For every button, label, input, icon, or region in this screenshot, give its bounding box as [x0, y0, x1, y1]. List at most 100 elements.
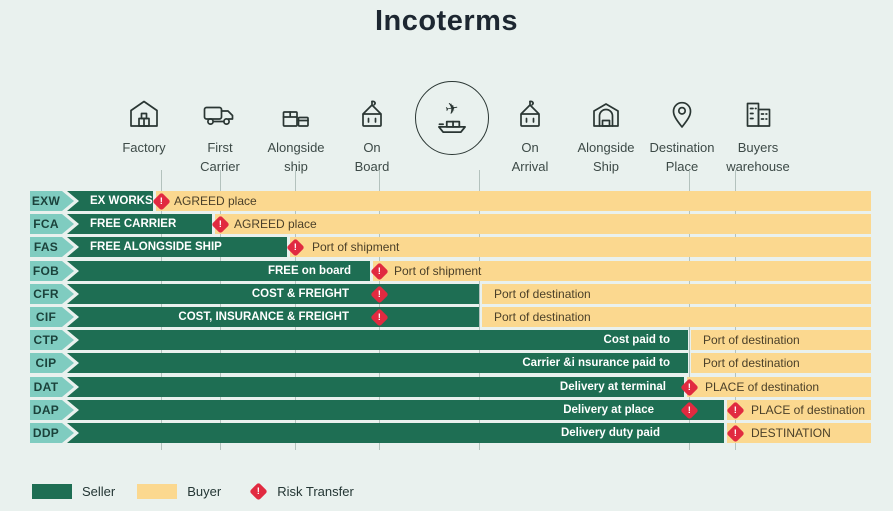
- seller-label: COST & FREIGHT: [251, 288, 349, 300]
- incoterm-code: DAP: [32, 403, 60, 417]
- transport-circle: ✈: [415, 81, 489, 155]
- buyer-label: Port of destination: [494, 287, 591, 301]
- incoterm-row-dap: DAP Delivery at place PLACE of destination…: [0, 400, 893, 420]
- truck-icon: [200, 94, 240, 134]
- seller-label: Delivery duty paid: [560, 427, 660, 439]
- transit-column: Alongside ship: [246, 94, 346, 177]
- transit-column: Destination Place: [632, 94, 732, 177]
- buyer-bar: [482, 284, 871, 304]
- incoterm-code-chip: DAT: [30, 377, 74, 397]
- incoterm-code-chip: DDP: [30, 423, 74, 443]
- seller-bar: [67, 237, 287, 257]
- seller-label: Delivery at terminal: [559, 381, 666, 393]
- column-label: Alongside Ship: [577, 140, 635, 174]
- warehouse-icon: [586, 94, 626, 134]
- seller-label: FREE ALONGSIDE SHIP: [90, 241, 222, 253]
- buyer-label: PLACE of destination: [751, 403, 866, 417]
- column-label: Alongside ship: [267, 140, 325, 174]
- crane-container-icon: [352, 94, 392, 134]
- boundary-gridline: [479, 170, 480, 450]
- seller-label: Cost paid to: [603, 334, 670, 346]
- buyer-label: Port of shipment: [394, 264, 482, 278]
- seller-bar: [67, 400, 724, 420]
- legend-buyer-label: Buyer: [187, 483, 222, 499]
- incoterm-code: FCA: [33, 217, 59, 231]
- incoterm-code: CIP: [35, 356, 57, 370]
- transit-column: First Carrier: [170, 94, 270, 177]
- incoterm-row-fob: FOB FREE on board Port of shipment!: [0, 261, 893, 281]
- column-label: Buyers warehouse: [726, 140, 790, 174]
- seller-bar: [67, 214, 212, 234]
- buyer-bar: [727, 400, 871, 420]
- risk-transfer-icon: !: [249, 481, 268, 501]
- seller-label: Delivery at place: [563, 404, 654, 416]
- incoterm-row-cip: CIP Carrier &i nsurance paid to Port of de…: [0, 353, 893, 373]
- buyer-label: Port of destination: [703, 333, 800, 347]
- buildings-icon: [738, 94, 778, 134]
- incoterm-code-chip: CIP: [30, 353, 74, 373]
- buyer-bar: [691, 353, 871, 373]
- buyer-label: AGREED place: [174, 194, 257, 208]
- column-label: Factory: [122, 140, 166, 155]
- seller-bar: [67, 191, 153, 211]
- incoterm-code: FAS: [33, 240, 59, 254]
- crane-container-icon: [510, 94, 550, 134]
- transit-column: On Arrival: [480, 94, 580, 177]
- buyer-bar: [691, 330, 871, 350]
- seller-label: FREE CARRIER: [90, 218, 177, 230]
- incoterm-code-chip: FAS: [30, 237, 74, 257]
- buyer-label: AGREED place: [234, 217, 317, 231]
- location-pin-icon: [662, 94, 702, 134]
- buyer-bar: [727, 423, 871, 443]
- incoterm-code: FOB: [32, 264, 60, 278]
- legend: Seller Buyer ! Risk Transfer: [32, 481, 354, 501]
- incoterm-row-fca: FCA FREE CARRIER AGREED place!: [0, 214, 893, 234]
- seller-label: COST, INSURANCE & FREIGHT: [178, 311, 349, 323]
- buyer-label: Port of destination: [494, 310, 591, 324]
- column-label: On Board: [354, 140, 390, 174]
- buyer-bar: [215, 214, 871, 234]
- seller-bar: [67, 353, 688, 373]
- seller-bar: [67, 423, 724, 443]
- incoterm-code: EXW: [31, 194, 61, 208]
- buyer-bar: [373, 261, 871, 281]
- transit-column: On Board: [322, 94, 422, 177]
- seller-bar: [67, 330, 688, 350]
- page-title: Incoterms: [374, 5, 519, 37]
- buyer-label: Port of destination: [703, 356, 800, 370]
- incoterm-code: CTP: [33, 333, 59, 347]
- column-label: On Arrival: [511, 140, 549, 174]
- incoterm-code: CIF: [35, 310, 57, 324]
- incoterm-row-ddp: DDP Delivery duty paid DESTINATION!: [0, 423, 893, 443]
- seller-bar: [67, 377, 684, 397]
- incoterm-code-chip: CFR: [30, 284, 74, 304]
- incoterm-code-chip: FOB: [30, 261, 74, 281]
- legend-buyer-swatch: [137, 483, 178, 499]
- incoterm-code-chip: DAP: [30, 400, 74, 420]
- column-label: First Carrier: [200, 140, 240, 174]
- legend-seller-swatch: [32, 483, 72, 499]
- transit-column: Buyers warehouse: [708, 94, 808, 177]
- incoterm-code-chip: FCA: [30, 214, 74, 234]
- incoterm-code: DDP: [32, 426, 60, 440]
- buyer-label: Port of shipment: [312, 240, 400, 254]
- factory-icon: [124, 94, 164, 134]
- buyer-bar: [290, 237, 871, 257]
- incoterm-code-chip: EXW: [30, 191, 74, 211]
- incoterm-code-chip: CTP: [30, 330, 74, 350]
- legend-seller-label: Seller: [82, 483, 116, 499]
- incoterm-code: CFR: [33, 287, 59, 301]
- seller-bar: [67, 261, 370, 281]
- incoterm-row-ctp: CTP Cost paid to Port of destination: [0, 330, 893, 350]
- buyer-bar: [482, 307, 871, 327]
- buyer-label: DESTINATION: [751, 426, 831, 440]
- svg-text:✈: ✈: [444, 100, 460, 119]
- seller-label: FREE on board: [267, 265, 351, 277]
- incoterm-code: DAT: [33, 380, 59, 394]
- ship-plane-icon: ✈: [415, 81, 489, 155]
- buyer-label: PLACE of destination: [705, 380, 820, 394]
- incoterm-row-cfr: CFR COST & FREIGHT Port of destination!: [0, 284, 893, 304]
- buyer-bar: [156, 191, 871, 211]
